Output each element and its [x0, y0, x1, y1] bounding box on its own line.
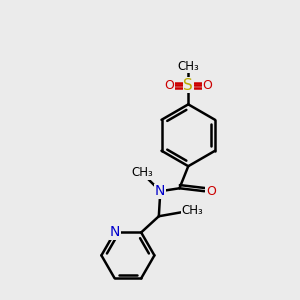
Text: S: S [183, 78, 193, 93]
Text: N: N [155, 184, 166, 198]
Text: O: O [202, 79, 212, 92]
Text: O: O [206, 185, 216, 198]
Text: N: N [110, 225, 120, 239]
Text: O: O [164, 79, 174, 92]
Text: CH₃: CH₃ [132, 166, 154, 179]
Text: CH₃: CH₃ [177, 60, 199, 73]
Text: CH₃: CH₃ [181, 204, 203, 217]
